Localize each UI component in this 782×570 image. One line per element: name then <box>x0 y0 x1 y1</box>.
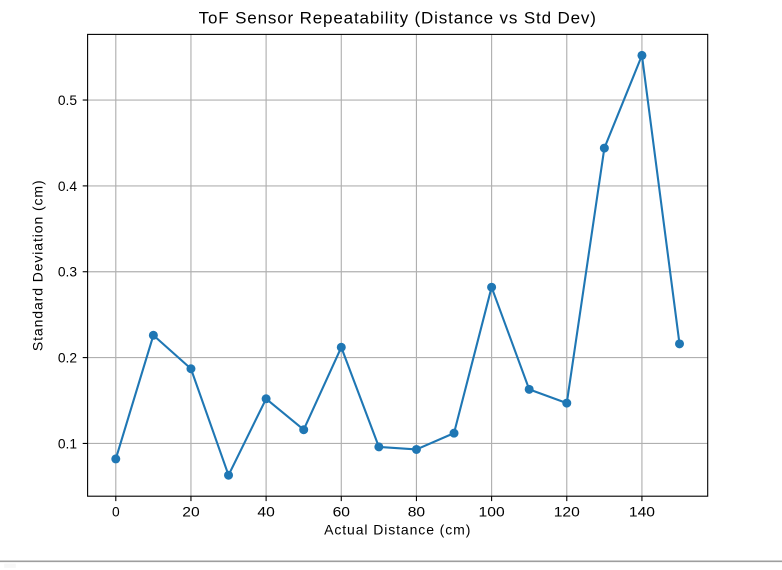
svg-text:80: 80 <box>408 505 426 520</box>
svg-text:Actual Distance (cm): Actual Distance (cm) <box>324 522 471 538</box>
svg-text:140: 140 <box>629 505 655 520</box>
svg-text:100: 100 <box>479 505 505 520</box>
svg-text:20: 20 <box>182 505 200 520</box>
svg-text:60: 60 <box>333 505 351 520</box>
svg-text:0.2: 0.2 <box>58 351 77 366</box>
svg-text:40: 40 <box>257 505 275 520</box>
svg-text:120: 120 <box>554 505 580 520</box>
svg-text:ToF Sensor Repeatability (Dist: ToF Sensor Repeatability (Distance vs St… <box>199 9 597 28</box>
svg-text:0.1: 0.1 <box>58 436 77 451</box>
svg-text:Standard Deviation (cm): Standard Deviation (cm) <box>29 179 45 351</box>
svg-text:0.4: 0.4 <box>58 179 78 194</box>
svg-text:0: 0 <box>112 505 120 520</box>
svg-text:0.3: 0.3 <box>58 265 78 280</box>
svg-text:0.5: 0.5 <box>58 93 78 108</box>
